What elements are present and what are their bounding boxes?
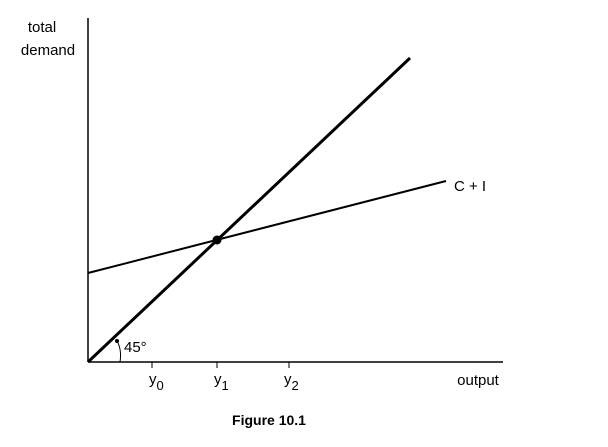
angle-arc <box>116 340 122 363</box>
x-label: output <box>457 372 500 389</box>
ci-line <box>87 180 447 274</box>
line-label: C + I <box>454 178 486 195</box>
caption: Figure 10.1 <box>232 412 306 428</box>
tick-sub: 1 <box>222 378 229 393</box>
equilibrium-point <box>212 235 222 245</box>
tick-sub: 0 <box>157 378 164 393</box>
forty-five-line <box>86 56 412 364</box>
x-tick-label: y1 <box>214 371 229 393</box>
y-label: total <box>28 19 56 36</box>
x-tick-label: y2 <box>284 371 299 393</box>
x-tick-label: y0 <box>149 371 164 393</box>
y-label: demand <box>21 42 75 59</box>
angle-label: 45° <box>124 339 147 356</box>
tick-sub: 2 <box>292 378 299 393</box>
tick-base: y <box>284 371 292 388</box>
tick-base: y <box>214 371 222 388</box>
tick-base: y <box>149 371 157 388</box>
